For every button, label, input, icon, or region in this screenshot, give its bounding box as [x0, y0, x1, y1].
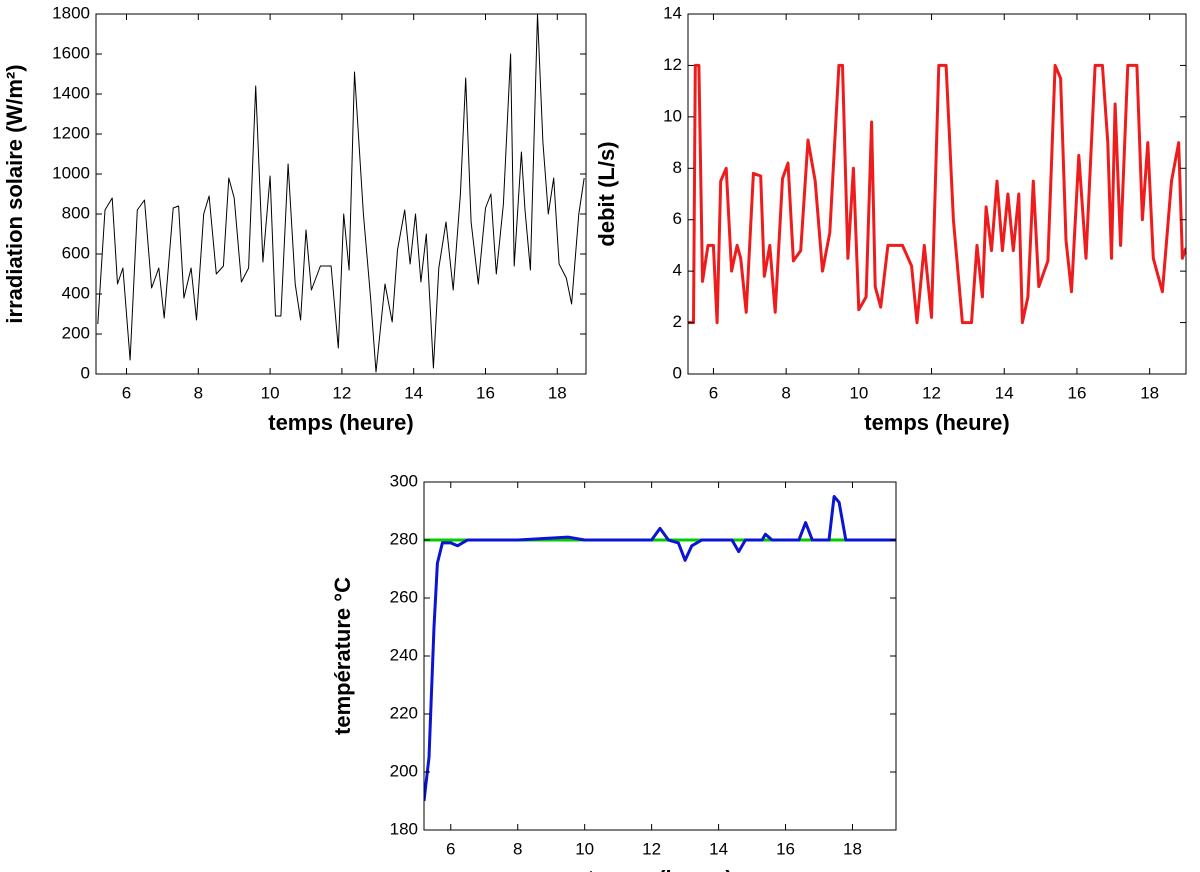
y-tick-label: 280	[390, 529, 418, 548]
y-tick-label: 6	[673, 209, 682, 228]
x-axis-label: temps (heure)	[864, 410, 1009, 435]
x-axis-label: temps (heure)	[587, 866, 732, 872]
y-tick-label: 1600	[52, 43, 90, 62]
y-tick-label: 4	[673, 261, 682, 280]
x-tick-label: 6	[446, 839, 455, 858]
x-tick-label: 10	[261, 383, 280, 402]
x-tick-label: 10	[849, 383, 868, 402]
y-tick-label: 8	[673, 158, 682, 177]
y-tick-label: 1200	[52, 123, 90, 142]
x-tick-label: 8	[513, 839, 522, 858]
x-tick-label: 14	[995, 383, 1014, 402]
y-tick-label: 300	[390, 471, 418, 490]
plot-frame	[95, 13, 587, 375]
y-tick-label: 1000	[52, 163, 90, 182]
x-tick-label: 12	[332, 383, 351, 402]
y-tick-label: 12	[663, 55, 682, 74]
y-tick-label: 180	[390, 819, 418, 838]
x-tick-label: 8	[194, 383, 203, 402]
x-tick-label: 14	[404, 383, 423, 402]
y-tick-label: 1800	[52, 3, 90, 22]
x-tick-label: 8	[781, 383, 790, 402]
x-tick-label: 6	[709, 383, 718, 402]
data-line	[97, 14, 585, 373]
y-tick-label: 200	[390, 761, 418, 780]
y-tick-label: 2	[673, 312, 682, 331]
y-axis-label: température °C	[330, 577, 355, 735]
data-line	[688, 63, 1186, 325]
y-tick-label: 600	[62, 243, 90, 262]
y-axis-label: irradiation solaire (W/m²)	[2, 64, 27, 323]
y-tick-label: 0	[673, 363, 682, 382]
x-tick-label: 12	[922, 383, 941, 402]
x-tick-label: 12	[642, 839, 661, 858]
x-tick-label: 16	[1067, 383, 1086, 402]
x-tick-label: 16	[476, 383, 495, 402]
data-line	[424, 495, 896, 802]
plot-frame	[423, 481, 897, 831]
y-tick-label: 200	[62, 323, 90, 342]
x-axis-label: temps (heure)	[268, 410, 413, 435]
x-tick-label: 18	[843, 839, 862, 858]
x-tick-label: 16	[776, 839, 795, 858]
y-tick-label: 240	[390, 645, 418, 664]
y-tick-label: 0	[81, 363, 90, 382]
y-tick-label: 260	[390, 587, 418, 606]
x-tick-label: 6	[122, 383, 131, 402]
x-tick-label: 18	[1140, 383, 1159, 402]
y-axis-label: debit (L/s)	[594, 141, 619, 246]
y-tick-label: 14	[663, 3, 682, 22]
x-tick-label: 10	[575, 839, 594, 858]
plot-frame	[687, 13, 1187, 375]
x-tick-label: 14	[709, 839, 728, 858]
y-tick-label: 800	[62, 203, 90, 222]
y-tick-label: 1400	[52, 83, 90, 102]
x-tick-label: 18	[548, 383, 567, 402]
y-tick-label: 10	[663, 106, 682, 125]
y-tick-label: 400	[62, 283, 90, 302]
y-tick-label: 220	[390, 703, 418, 722]
